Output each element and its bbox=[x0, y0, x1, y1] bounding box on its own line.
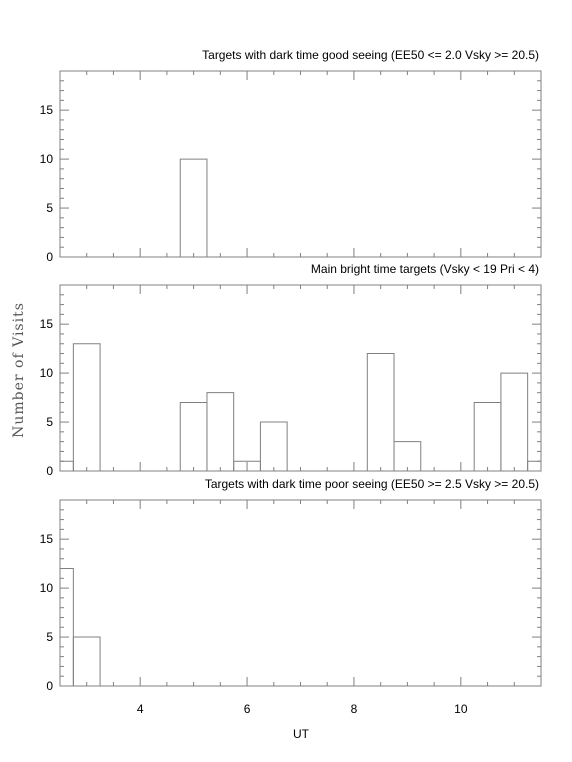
x-tick-label: 10 bbox=[454, 702, 468, 716]
x-axis-label: UT bbox=[293, 727, 310, 741]
histogram-bar bbox=[527, 460, 542, 471]
y-tick-label: 0 bbox=[46, 250, 53, 264]
histogram-bar bbox=[393, 441, 422, 471]
panel-frame bbox=[59, 70, 542, 258]
panel-3: Targets with dark time poor seeing (EE50… bbox=[40, 477, 542, 693]
y-tick-label: 5 bbox=[46, 201, 53, 215]
y-tick-label: 10 bbox=[40, 366, 54, 380]
histogram-bar bbox=[59, 460, 74, 471]
panel-1: Targets with dark time good seeing (EE50… bbox=[40, 48, 542, 264]
x-tick-label: 6 bbox=[244, 702, 251, 716]
panel-title: Targets with dark time good seeing (EE50… bbox=[202, 48, 539, 62]
y-tick-label: 15 bbox=[40, 317, 54, 331]
histogram-bar bbox=[72, 343, 101, 471]
y-tick-label: 15 bbox=[40, 103, 54, 117]
histogram-bar bbox=[500, 372, 529, 471]
y-tick-label: 0 bbox=[46, 464, 53, 478]
panel-title: Main bright time targets (Vsky < 19 Pri … bbox=[311, 262, 539, 276]
y-axis-label: Number of Visits bbox=[11, 302, 27, 438]
y-tick-label: 10 bbox=[40, 581, 54, 595]
panel-frame bbox=[59, 284, 542, 472]
panel-frame bbox=[59, 499, 542, 687]
panel-2: Main bright time targets (Vsky < 19 Pri … bbox=[40, 262, 542, 478]
histogram-bar bbox=[72, 636, 101, 686]
histogram-bar bbox=[366, 353, 395, 471]
histogram-bar bbox=[179, 401, 208, 471]
x-tick-label: 4 bbox=[137, 702, 144, 716]
y-tick-label: 0 bbox=[46, 679, 53, 693]
y-tick-label: 5 bbox=[46, 415, 53, 429]
x-tick-label: 8 bbox=[351, 702, 358, 716]
y-tick-label: 10 bbox=[40, 152, 54, 166]
histogram-bar bbox=[259, 421, 288, 471]
histogram-bar bbox=[179, 158, 208, 257]
y-tick-label: 5 bbox=[46, 630, 53, 644]
panels-layer: Targets with dark time good seeing (EE50… bbox=[40, 48, 542, 716]
histogram-bar bbox=[206, 392, 235, 471]
panel-title: Targets with dark time poor seeing (EE50… bbox=[205, 477, 539, 491]
y-tick-label: 15 bbox=[40, 532, 54, 546]
histogram-bar bbox=[473, 401, 502, 471]
histogram-bar bbox=[59, 568, 74, 686]
